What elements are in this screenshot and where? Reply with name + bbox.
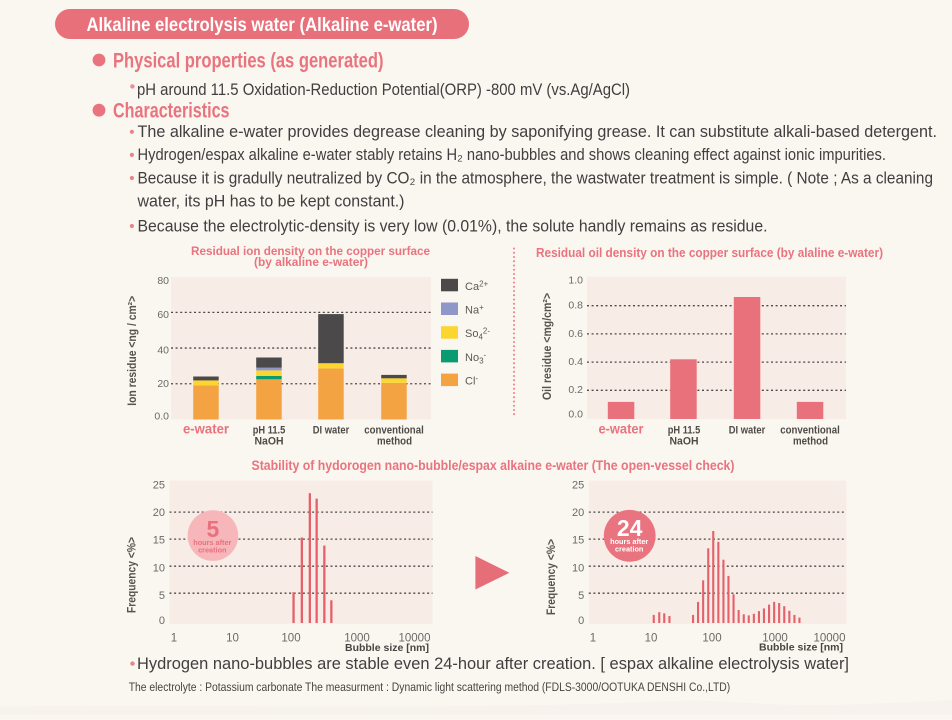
svg-text:1: 1 (590, 633, 596, 645)
svg-text:conventional: conventional (780, 425, 840, 437)
svg-text:10: 10 (572, 562, 584, 574)
svg-text:0: 0 (578, 615, 584, 627)
svg-text:15: 15 (153, 534, 165, 546)
svg-text:100: 100 (281, 633, 300, 645)
svg-text:1000: 1000 (762, 633, 788, 645)
svg-text:0.4: 0.4 (568, 356, 583, 368)
svg-text:pH 11.5: pH 11.5 (253, 425, 286, 437)
svg-text:10: 10 (226, 633, 239, 645)
svg-text:hours after: hours after (193, 538, 231, 547)
svg-text:20: 20 (153, 507, 165, 519)
svg-text:e-water: e-water (183, 421, 230, 437)
svg-text:Because it is gradully neutral: Because it is gradully neutralized by CO… (138, 169, 934, 187)
svg-text:20: 20 (572, 507, 584, 519)
svg-text:creation: creation (615, 544, 643, 553)
svg-text:Hydrogen/espax alkaline e-wate: Hydrogen/espax alkaline e-water stably r… (138, 146, 887, 164)
svg-text:DI water: DI water (313, 425, 350, 437)
svg-text:water, its pH has to be kept c: water, its pH has to be kept constant.) (137, 192, 405, 210)
svg-text:Alkaline electrolysis water (A: Alkaline electrolysis water (Alkaline e-… (87, 14, 438, 36)
svg-text:method: method (377, 435, 412, 447)
svg-text:1: 1 (171, 633, 177, 645)
svg-text:creation: creation (198, 546, 226, 555)
svg-text:NaOH: NaOH (670, 435, 699, 447)
svg-text:25: 25 (572, 480, 584, 492)
svg-text:10000: 10000 (399, 633, 431, 645)
svg-text:0.8: 0.8 (568, 299, 583, 311)
svg-text:Stability of hydorogen nano-bu: Stability of hydorogen nano-bubble/espax… (252, 458, 735, 473)
svg-text:1000: 1000 (344, 633, 370, 645)
svg-text:5: 5 (207, 516, 220, 542)
svg-text:Frequency <%>: Frequency <%> (546, 539, 558, 615)
svg-text:pH 11.5: pH 11.5 (668, 425, 701, 437)
svg-text:1.0: 1.0 (568, 275, 583, 287)
svg-text:e-water: e-water (599, 421, 644, 437)
svg-text:Bubble size [nm]: Bubble size [nm] (759, 642, 843, 654)
svg-text:Frequency <%>: Frequency <%> (127, 537, 139, 613)
svg-text:20: 20 (157, 378, 169, 390)
svg-text:5: 5 (578, 590, 584, 602)
svg-text:40: 40 (157, 345, 169, 357)
svg-text:15: 15 (572, 534, 584, 546)
svg-text:24: 24 (617, 515, 643, 541)
svg-text:(by alkaline e-water): (by alkaline e-water) (254, 255, 368, 269)
svg-text:10: 10 (153, 562, 165, 574)
svg-text:Residual ion density on the co: Residual ion density on the copper surfa… (191, 244, 430, 258)
svg-text:pH around 11.5 Oxidation-Reduc: pH around 11.5 Oxidation-Reduction Poten… (137, 81, 630, 99)
svg-text:hours after: hours after (610, 537, 648, 546)
svg-text:5: 5 (159, 590, 165, 602)
svg-text:Ion residue <ng / cm²>: Ion residue <ng / cm²> (127, 296, 139, 406)
svg-text:Residual oil density on the co: Residual oil density on the copper surfa… (536, 245, 883, 260)
svg-text:0.2: 0.2 (568, 384, 583, 396)
svg-text:method: method (793, 435, 828, 447)
svg-text:Characteristics: Characteristics (113, 99, 230, 122)
svg-text:Hydrogen nano-bubbles are stab: Hydrogen nano-bubbles are stable even 24… (137, 654, 849, 673)
svg-text:10: 10 (645, 633, 658, 645)
svg-text:DI water: DI water (729, 425, 766, 437)
svg-text:10000: 10000 (814, 633, 846, 645)
svg-text:Bubble size [nm]: Bubble size [nm] (345, 642, 429, 654)
svg-text:No3-: No3- (465, 350, 487, 365)
svg-text:NaOH: NaOH (255, 435, 284, 447)
svg-text:0.0: 0.0 (568, 409, 583, 421)
svg-text:60: 60 (157, 309, 169, 321)
svg-text:25: 25 (153, 480, 165, 492)
svg-text:The alkaline e-water provides: The alkaline e-water provides degrease c… (138, 123, 938, 141)
svg-text:The electrolyte : Potassium ca: The electrolyte : Potassium carbonate Th… (129, 680, 731, 694)
svg-text:0.0: 0.0 (154, 411, 169, 423)
svg-text:Cl-: Cl- (465, 374, 478, 388)
svg-text:0.6: 0.6 (568, 328, 583, 340)
svg-text:Oil residue <mg/cm²>: Oil residue <mg/cm²> (542, 293, 554, 400)
svg-text:100: 100 (702, 633, 721, 645)
svg-text:Because the electrolytic-densi: Because the electrolytic-density is very… (138, 217, 768, 235)
svg-text:0: 0 (159, 615, 165, 627)
svg-text:Physical properties (as genera: Physical properties (as generated) (113, 49, 384, 72)
svg-text:conventional: conventional (364, 425, 424, 437)
svg-text:80: 80 (157, 275, 169, 287)
